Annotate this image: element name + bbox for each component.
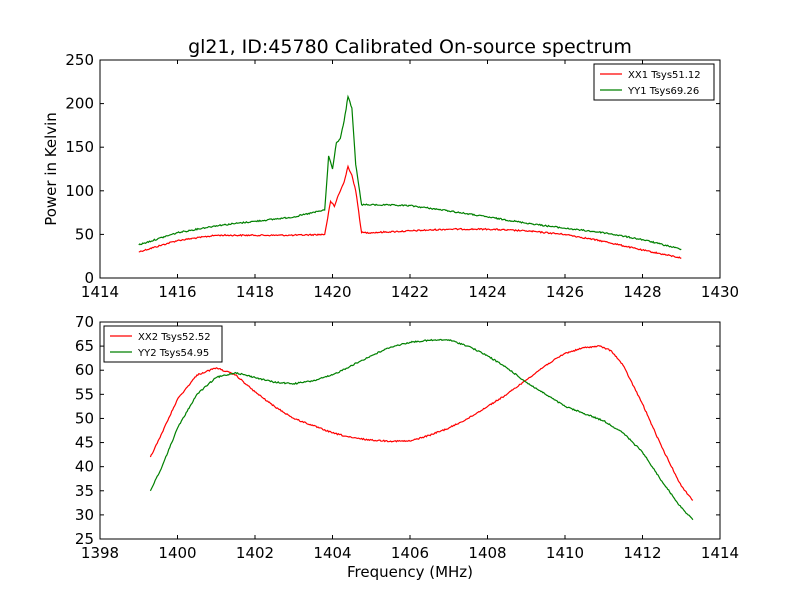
- y-tick-label: 200: [65, 95, 94, 113]
- y-tick-label: 30: [75, 506, 94, 524]
- series-line-1: [149, 345, 694, 501]
- x-tick-label: 1416: [158, 283, 196, 301]
- figure-title: gl21, ID:45780 Calibrated On-source spec…: [188, 36, 632, 58]
- y-tick-label: 50: [75, 225, 94, 243]
- y-tick-label: 100: [65, 182, 94, 200]
- legend: XX1 Tsys51.12 YY1 Tsys69.26: [593, 63, 715, 101]
- chart-2: 1398 1400 1402 1404 1406 1408 1410 1412 1414 25 30…: [75, 313, 739, 581]
- legend-box: [593, 63, 715, 101]
- plots-group: 1414 1416 1418 1420 1422 1424 1426 1428 14300501…: [42, 51, 739, 581]
- y-tick-label: 65: [75, 337, 94, 355]
- y-tick-label: 45: [75, 434, 94, 452]
- legend-label-1: XX2 Tsys52.52: [138, 332, 211, 343]
- legend-label-1: XX1 Tsys51.12: [628, 70, 701, 81]
- legend-label-2: YY2 Tsys54.95: [137, 348, 209, 359]
- x-tick-label: 1412: [623, 544, 661, 562]
- x-tick-label: 1402: [236, 544, 274, 562]
- y-tick-label: 250: [65, 51, 94, 69]
- x-tick-label: 1428: [623, 283, 661, 301]
- x-tick-label: 1422: [391, 283, 429, 301]
- x-tick-label: 1424: [468, 283, 506, 301]
- x-tick-label: 1414: [81, 283, 119, 301]
- y-tick-label: 55: [75, 385, 94, 403]
- x-tick-label: 1418: [236, 283, 274, 301]
- chart-1: 1414 1416 1418 1420 1422 1424 1426 1428 1430 0 50 1…: [42, 51, 739, 301]
- x-tick-label: 1414: [701, 544, 739, 562]
- x-tick-label: 1426: [546, 283, 584, 301]
- x-tick-label: 1420: [313, 283, 351, 301]
- x-axis-label: Frequency (MHz): [347, 563, 473, 581]
- legend-label-2: YY1 Tsys69.26: [627, 86, 699, 97]
- y-tick-label: 150: [65, 138, 94, 156]
- series-line-1: [138, 164, 682, 259]
- y-tick-label: 35: [75, 482, 94, 500]
- y-tick-label: 25: [75, 530, 94, 548]
- y-tick-label: 70: [75, 313, 94, 331]
- x-tick-label: 1406: [391, 544, 429, 562]
- x-tick-label: 1404: [313, 544, 351, 562]
- y-tick-label: 60: [75, 361, 94, 379]
- y-tick-label: 40: [75, 458, 94, 476]
- y-tick-label: 0: [84, 269, 94, 287]
- x-tick-label: 1398: [81, 544, 119, 562]
- series-line-2: [138, 94, 682, 251]
- x-tick-label: 1410: [546, 544, 584, 562]
- y-axis-label: Power in Kelvin: [42, 112, 60, 226]
- x-tick-label: 1408: [468, 544, 506, 562]
- legend-box: [103, 325, 223, 363]
- y-tick-label: 50: [75, 409, 94, 427]
- legend: XX2 Tsys52.52 YY2 Tsys54.95: [103, 325, 223, 363]
- series-line-2: [149, 338, 694, 521]
- x-tick-label: 1400: [158, 544, 196, 562]
- x-tick-label: 1430: [701, 283, 739, 301]
